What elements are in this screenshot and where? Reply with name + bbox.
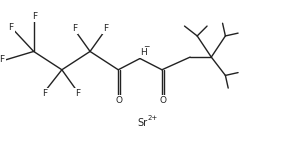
Text: Sr: Sr	[137, 118, 147, 128]
Text: F: F	[72, 24, 77, 33]
Text: O: O	[115, 96, 123, 105]
Text: F: F	[103, 24, 108, 33]
Text: O: O	[159, 96, 166, 105]
Text: 2+: 2+	[148, 115, 158, 121]
Text: F: F	[42, 89, 48, 98]
Text: F: F	[9, 23, 14, 32]
Text: F: F	[0, 55, 5, 64]
Text: F: F	[33, 12, 38, 21]
Text: −: −	[143, 42, 149, 51]
Text: H: H	[140, 48, 147, 57]
Text: F: F	[75, 89, 80, 98]
